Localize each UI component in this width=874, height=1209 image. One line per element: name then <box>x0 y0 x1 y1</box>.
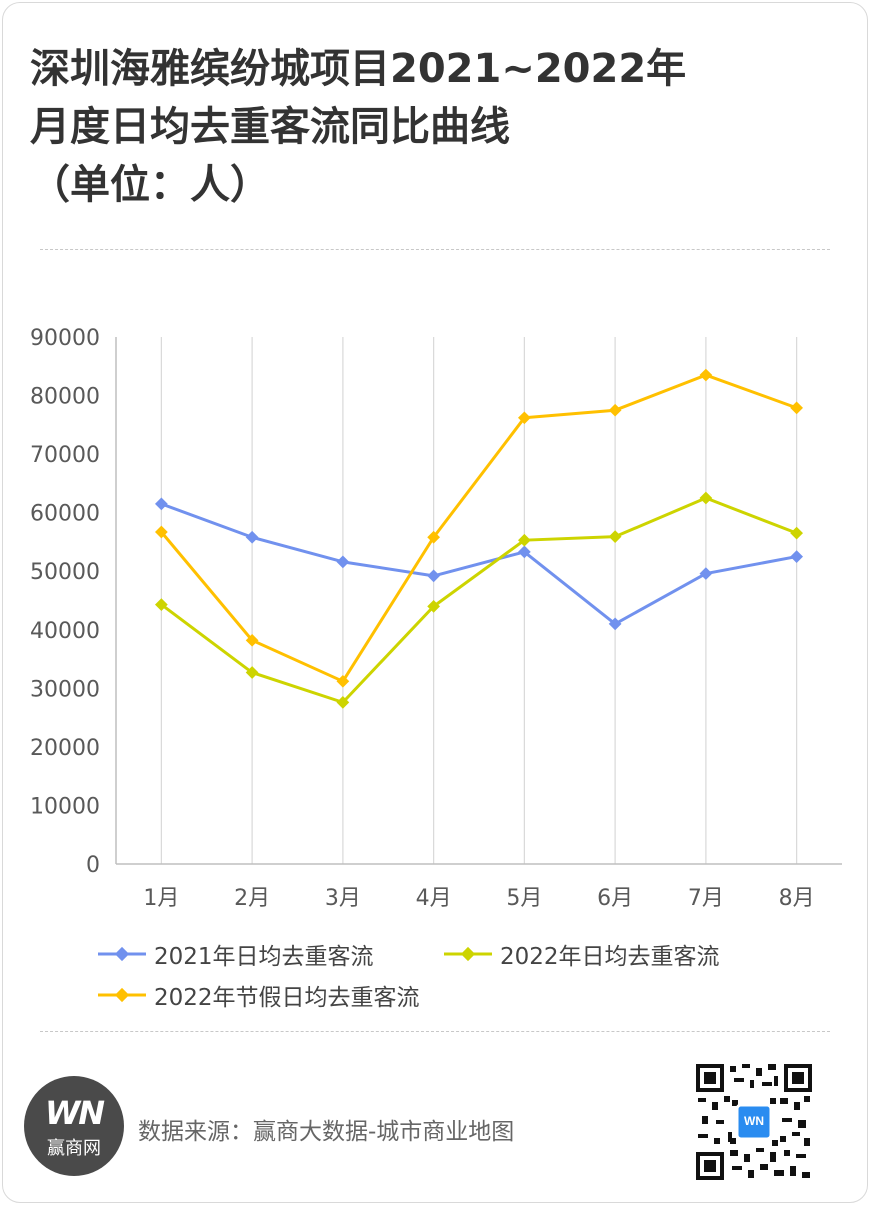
y-tick-label-5: 50000 <box>30 560 100 585</box>
y-tick-label-6: 60000 <box>30 502 100 527</box>
series-3-point-8 <box>790 401 803 415</box>
series-1-point-1 <box>155 497 168 511</box>
legend-item-2021: 2021年日均去重客流 <box>96 939 374 970</box>
series-1-point-3 <box>336 555 350 569</box>
series-2-point-2 <box>245 666 259 679</box>
title-line-1: 深圳海雅缤纷城项目2021~2022年 <box>30 46 687 92</box>
series-line-2 <box>160 496 798 704</box>
legend-marker-2022-holiday <box>98 987 146 1003</box>
series-1-point-8 <box>790 550 803 563</box>
title-line-2: 月度日均去重客流同比曲线 <box>30 104 510 150</box>
y-tick-label-1: 10000 <box>30 794 100 819</box>
series-1-point-2 <box>245 530 259 544</box>
series-3-point-7 <box>699 368 713 382</box>
winshang-logo: WN 赢商网 <box>24 1076 124 1176</box>
qr-code[interactable]: WN <box>694 1062 814 1182</box>
chart-title: 深圳海雅缤纷城项目2021~2022年 月度日均去重客流同比曲线 （单位：人） <box>30 40 830 214</box>
x-tick-label-7: 7月 <box>688 886 724 911</box>
series-3-point-2 <box>245 633 259 647</box>
logo-mark: WN <box>44 1094 105 1132</box>
y-tick-label-3: 30000 <box>30 677 100 702</box>
top-divider <box>40 249 830 250</box>
data-source: 数据来源：赢商大数据-城市商业地图 <box>138 1119 515 1145</box>
x-tick-label-1: 1月 <box>143 886 179 911</box>
series-3-point-4 <box>427 530 440 544</box>
series-3-point-6 <box>608 403 622 417</box>
series-2-point-6 <box>608 530 622 544</box>
y-tick-label-0: 0 <box>86 853 100 878</box>
series-1-point-4 <box>427 569 440 583</box>
y-tick-label-9: 90000 <box>30 326 100 351</box>
series-line-1 <box>160 502 797 626</box>
logo-text: 赢商网 <box>47 1138 101 1159</box>
y-tick-label-2: 20000 <box>30 736 100 761</box>
y-tick-label-4: 40000 <box>30 619 100 644</box>
legend-marker-2022 <box>444 946 492 962</box>
legend-label-2021: 2021年日均去重客流 <box>154 944 374 970</box>
series-1-point-7 <box>699 567 713 580</box>
y-tick-label-8: 80000 <box>30 385 100 410</box>
qr-center-label: WN <box>744 1114 764 1128</box>
series-3-point-3 <box>336 674 350 688</box>
series-2-point-4 <box>427 599 440 613</box>
x-tick-label-6: 6月 <box>597 886 633 911</box>
legend-item-2022-holiday: 2022年节假日均去重客流 <box>96 980 420 1011</box>
series-2-point-8 <box>790 526 803 540</box>
x-tick-label-2: 2月 <box>234 886 270 911</box>
line-chart: 0 10000 20000 30000 40000 50000 60000 70000 8000… <box>30 326 842 911</box>
legend-label-2022-holiday: 2022年节假日均去重客流 <box>154 985 420 1011</box>
bottom-divider <box>40 1031 830 1032</box>
title-line-3: （单位：人） <box>30 162 270 208</box>
x-tick-label-5: 5月 <box>506 886 542 911</box>
series-2-point-7 <box>699 491 713 505</box>
y-tick-label-7: 70000 <box>30 443 100 468</box>
legend-item-2022: 2022年日均去重客流 <box>442 939 720 970</box>
series-3-point-1 <box>155 525 168 539</box>
x-tick-label-3: 3月 <box>325 886 361 911</box>
legend-marker-2021 <box>98 946 146 962</box>
x-tick-label-8: 8月 <box>779 886 815 911</box>
legend-label-2022: 2022年日均去重客流 <box>500 944 720 970</box>
x-tick-label-4: 4月 <box>416 886 452 911</box>
series-line-3 <box>160 373 798 683</box>
